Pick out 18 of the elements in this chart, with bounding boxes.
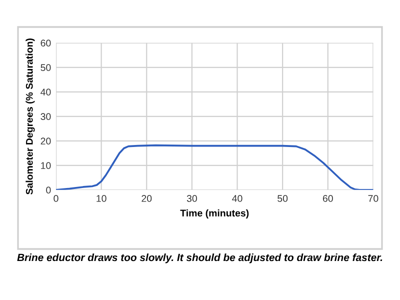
y-tick-label: 60 bbox=[40, 40, 51, 47]
y-tick-label: 10 bbox=[41, 162, 51, 170]
x-tick-label: 40 bbox=[232, 195, 242, 202]
x-axis-title: Time (minutes) bbox=[180, 209, 249, 218]
x-tick-label: 50 bbox=[278, 195, 288, 202]
y-tick-label: 40 bbox=[40, 88, 51, 96]
text: Brine eductor draws too slowly. It should be adjusted to draw brine faster. bbox=[17, 254, 382, 264]
y-tick-label: 0 bbox=[46, 186, 51, 194]
x-tick-label: 0 bbox=[54, 195, 58, 202]
x-tick-label: 10 bbox=[96, 195, 106, 202]
x-tick-label: 30 bbox=[186, 195, 197, 202]
x-tick-label: 20 bbox=[142, 195, 152, 202]
y-tick-label: 50 bbox=[40, 64, 51, 72]
x-tick-label: 70 bbox=[368, 195, 378, 202]
x-tick-label: 60 bbox=[322, 195, 333, 202]
y-tick-label: 30 bbox=[40, 113, 51, 120]
y-axis-title: Salometer Degrees (% Saturation) bbox=[26, 38, 35, 194]
y-tick-label: 20 bbox=[40, 138, 51, 145]
